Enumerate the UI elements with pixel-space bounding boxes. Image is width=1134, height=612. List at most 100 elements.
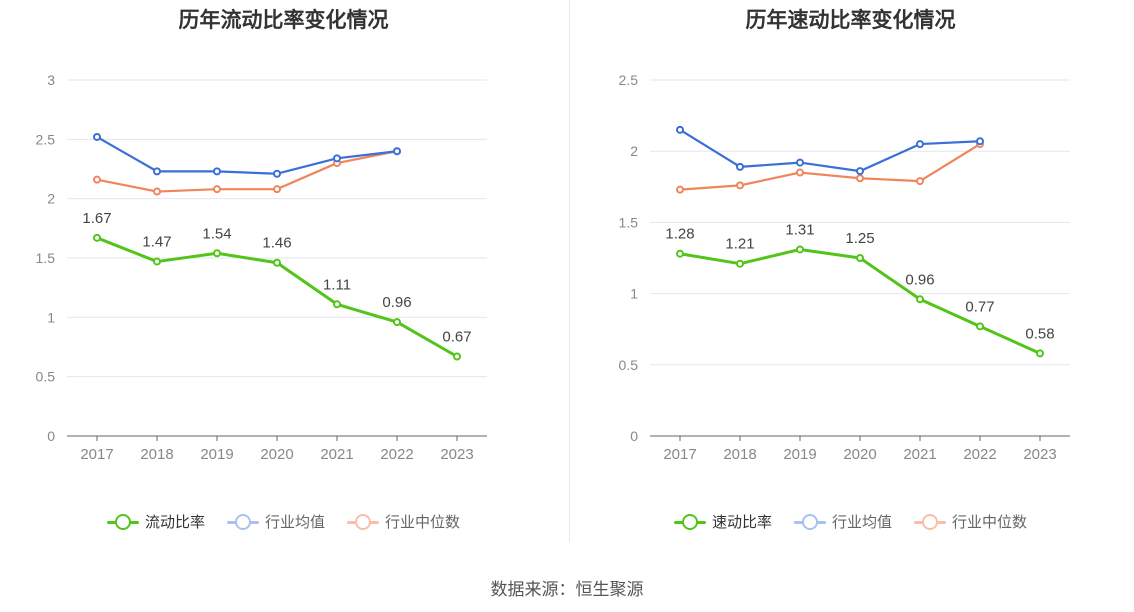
x-tick-label: 2020 xyxy=(843,446,876,463)
data-label: 1.28 xyxy=(665,226,694,243)
x-tick-label: 2019 xyxy=(783,446,816,463)
data-point xyxy=(736,162,744,171)
legend-marker-icon xyxy=(673,513,706,531)
data-point xyxy=(916,140,924,149)
data-label: 1.25 xyxy=(845,230,874,247)
data-label: 0.67 xyxy=(442,328,471,345)
legend-marker-icon xyxy=(793,513,826,531)
legend-marker-icon xyxy=(106,513,139,531)
data-point xyxy=(213,249,221,258)
data-label: 1.67 xyxy=(82,210,111,227)
data-point xyxy=(153,167,161,176)
quick-ratio-plot: 0 0.5 1 1.5 2 2.5 2017 2018 2019 2020 2021 2022 2023… xyxy=(619,72,1070,463)
data-point xyxy=(796,245,804,254)
x-tick-label: 2021 xyxy=(320,446,353,463)
data-label: 1.21 xyxy=(725,236,754,253)
y-tick-label: 1 xyxy=(630,286,638,302)
y-tick-label: 3 xyxy=(47,72,55,88)
data-point xyxy=(213,167,221,176)
y-tick-label: 1.5 xyxy=(619,214,639,230)
y-tick-label: 1 xyxy=(47,309,55,325)
quick-ratio-chart: 历年速动比率变化情况 0 0.5 1 1.5 2 2.5 2017 2018 2019 2020 2… xyxy=(567,0,1134,560)
x-tick-label: 2023 xyxy=(1023,446,1056,463)
data-point xyxy=(736,181,744,190)
legend-label: 流动比率 xyxy=(144,514,205,531)
series-line xyxy=(96,150,398,193)
data-label: 0.77 xyxy=(965,298,994,315)
data-point xyxy=(856,254,864,262)
x-tick-label: 2021 xyxy=(903,446,936,463)
data-point xyxy=(916,177,924,186)
data-point xyxy=(976,322,984,331)
current-ratio-chart: 历年流动比率变化情况 0 0.5 1 1.5 2 2.5 3 2017 2018 2019 2020… xyxy=(0,0,567,560)
y-tick-label: 2 xyxy=(47,191,55,207)
legend-marker-icon xyxy=(226,513,259,531)
data-point xyxy=(333,300,341,309)
y-tick-label: 2.5 xyxy=(619,72,639,88)
series-line xyxy=(679,143,981,191)
series-line xyxy=(96,136,398,175)
legend-label: 行业中位数 xyxy=(385,514,461,531)
legend-item-quick-ratio[interactable]: 速动比率 xyxy=(673,511,772,532)
x-tick-label: 2018 xyxy=(140,446,173,463)
legend-label: 行业中位数 xyxy=(952,514,1028,531)
data-point xyxy=(453,352,461,361)
data-point xyxy=(153,257,161,266)
data-point xyxy=(676,125,684,134)
legend-marker-icon xyxy=(347,513,379,531)
legend-item-industry-median[interactable]: 行业中位数 xyxy=(914,511,1027,532)
y-tick-label: 1.5 xyxy=(36,250,56,266)
y-tick-label: 2 xyxy=(630,143,638,159)
data-point xyxy=(736,259,744,268)
data-point xyxy=(213,185,221,194)
legend-item-industry-mean[interactable]: 行业均值 xyxy=(793,511,892,532)
data-point xyxy=(676,185,684,194)
chart-title: 历年速动比率变化情况 xyxy=(745,9,956,32)
data-point xyxy=(93,175,101,184)
legend-item-industry-median[interactable]: 行业中位数 xyxy=(347,511,460,532)
data-point xyxy=(976,137,984,146)
legend-item-current-ratio[interactable]: 流动比率 xyxy=(106,511,205,532)
legend-label: 行业均值 xyxy=(831,514,892,531)
x-tick-label: 2022 xyxy=(380,446,413,463)
data-point xyxy=(856,174,864,183)
x-tick-label: 2019 xyxy=(200,446,233,463)
y-tick-label: 0 xyxy=(630,428,638,444)
x-tick-label: 2020 xyxy=(260,446,293,463)
data-source-note: 数据来源：恒生聚源 xyxy=(490,580,644,599)
data-point xyxy=(796,168,804,177)
x-tick-label: 2017 xyxy=(80,446,113,463)
data-point xyxy=(393,147,401,156)
data-label: 1.47 xyxy=(142,234,171,251)
panel-divider xyxy=(569,0,570,542)
data-point xyxy=(856,167,864,176)
legend: 速动比率 行业均值 行业中位数 xyxy=(567,511,1134,532)
legend: 流动比率 行业均值 行业中位数 xyxy=(0,511,567,532)
data-point xyxy=(153,187,161,196)
data-label: 1.31 xyxy=(785,221,814,238)
data-label: 1.54 xyxy=(202,225,231,242)
y-tick-label: 0.5 xyxy=(619,357,639,373)
data-point xyxy=(796,158,804,167)
chart-title: 历年流动比率变化情况 xyxy=(178,9,389,32)
current-ratio-plot: 0 0.5 1 1.5 2 2.5 3 2017 2018 2019 2020 2021 2022 202… xyxy=(36,72,487,463)
data-label: 1.11 xyxy=(323,276,351,293)
data-point xyxy=(273,169,281,178)
data-point xyxy=(393,318,401,327)
x-tick-label: 2017 xyxy=(663,446,696,463)
data-label: 0.58 xyxy=(1025,325,1054,342)
x-tick-label: 2023 xyxy=(440,446,473,463)
y-tick-label: 0 xyxy=(47,428,55,444)
data-point xyxy=(93,132,101,141)
legend-label: 速动比率 xyxy=(711,514,772,531)
data-point xyxy=(273,258,281,267)
data-point xyxy=(1036,349,1044,358)
data-point xyxy=(333,154,341,163)
legend-item-industry-mean[interactable]: 行业均值 xyxy=(226,511,325,532)
data-label: 0.96 xyxy=(382,294,411,311)
x-tick-label: 2022 xyxy=(963,446,996,463)
data-point xyxy=(916,295,924,304)
y-tick-label: 2.5 xyxy=(36,131,56,147)
y-tick-label: 0.5 xyxy=(36,369,56,385)
legend-label: 行业均值 xyxy=(264,514,325,531)
